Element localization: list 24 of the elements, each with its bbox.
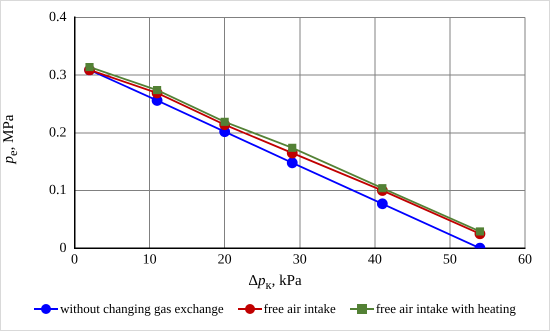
x-tick-label: 0: [71, 252, 78, 268]
y-tick-label: 0: [60, 240, 66, 256]
x-tick-label: 60: [518, 252, 532, 268]
y-tick-label: 0.2: [49, 125, 66, 140]
point: [476, 227, 484, 236]
point: [378, 184, 386, 192]
point: [153, 86, 162, 94]
point: [376, 198, 388, 210]
x-tick-label: 50: [442, 252, 457, 268]
x-tick-label: 10: [142, 252, 157, 268]
x-tick-label: 20: [218, 252, 232, 268]
legend-label: without changing gas exchange: [60, 301, 224, 317]
x-tick-label: 30: [292, 252, 307, 268]
point: [288, 144, 296, 152]
legend-label: free air intake with heating: [376, 301, 516, 317]
y-tick-label: 0.4: [49, 10, 66, 26]
y-tick-label: 0.3: [49, 68, 66, 83]
point: [220, 118, 229, 126]
x-axis-title: Δp$_{к}$, kPa: [247, 273, 303, 293]
legend-label: free air intake: [264, 301, 336, 317]
y-tick-label: 0.1: [49, 183, 66, 198]
x-tick-label: 40: [368, 252, 382, 268]
point: [286, 157, 298, 168]
point: [85, 62, 94, 72]
